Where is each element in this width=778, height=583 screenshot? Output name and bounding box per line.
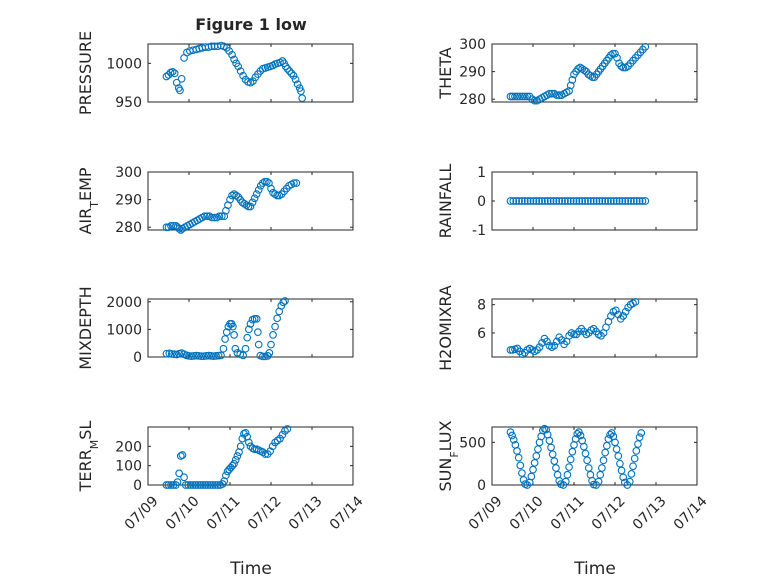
y-tick-label: 0 (133, 478, 142, 494)
subplot-terr-msl: 07/09 07/10 07/11 07/12 07/13 07/14 0 100 200 TER… (76, 421, 367, 534)
y-tick-label: 290 (459, 65, 486, 81)
x-tick-label: 07/11 (204, 493, 244, 533)
y-tick-label: 290 (115, 193, 142, 209)
y-tick-label: 1000 (106, 322, 142, 338)
y-tick-label: 1 (477, 165, 486, 181)
x-tick-label: 07/14 (671, 493, 711, 533)
y-tick-label: 500 (459, 435, 486, 451)
x-tick-label: 07/14 (327, 493, 367, 533)
figure-title: Figure 1 low (195, 15, 307, 34)
axes-frame (148, 172, 353, 230)
y-axis-label: SUNFLUX (436, 420, 461, 491)
subplot-theta: 280 290 300THETA (436, 37, 697, 108)
y-tick-label: 6 (477, 326, 486, 342)
y-tick-label: 300 (115, 165, 142, 181)
y-tick-label: 280 (459, 92, 486, 108)
subplot-h2omixra: 6 8 H2OMIXRA (436, 285, 697, 371)
x-tick-label: 07/09 (122, 493, 162, 533)
x-axis-title-right: Time (573, 559, 616, 579)
subplot-pressure: 950 1000 PRESSURE (76, 31, 353, 115)
x-tick-label: 07/13 (630, 493, 670, 533)
subplot-sun-flux: 07/09 07/10 07/11 07/12 07/13 07/14 0 500SUNFLU… (436, 420, 711, 533)
axes-frame (492, 299, 697, 357)
axes-frame (148, 299, 353, 357)
subplot-rainfall: -1 0 1 RAINFALL (436, 164, 697, 239)
x-tick-label: 07/11 (548, 493, 588, 533)
y-tick-label: -1 (472, 223, 486, 239)
subplot-mixdepth: 0 1000 2000 MIXDEPTH (76, 286, 353, 369)
y-axis-label: PRESSURE (76, 31, 95, 115)
x-tick-label: 07/12 (245, 493, 285, 533)
y-tick-label: 950 (115, 95, 142, 111)
y-tick-label: 8 (477, 298, 486, 314)
y-axis-label: H2OMIXRA (436, 285, 455, 371)
x-tick-label: 07/12 (589, 493, 629, 533)
x-axis-title-left: Time (229, 559, 272, 579)
y-tick-label: 100 (115, 459, 142, 475)
x-tick-label: 07/10 (163, 493, 203, 533)
subplot-air-temp: 280 290 300 AIRTEMP (76, 165, 353, 236)
y-axis-label: THETA (436, 47, 455, 99)
y-axis-label: RAINFALL (436, 164, 455, 239)
x-tick-label: 07/09 (466, 493, 506, 533)
y-tick-label: 280 (115, 220, 142, 236)
y-tick-label: 0 (477, 478, 486, 494)
y-axis-label: MIXDEPTH (76, 286, 95, 369)
y-tick-label: 300 (459, 37, 486, 53)
y-tick-label: 200 (115, 439, 142, 455)
y-tick-label: 2000 (106, 295, 142, 311)
y-axis-label: TERRMSL (76, 421, 101, 493)
x-tick-label: 07/10 (507, 493, 547, 533)
subplot-grid: 9501000PRESSURE 280290300THETA280290300AI… (76, 31, 711, 533)
y-tick-label: 1000 (106, 56, 142, 72)
x-tick-label: 07/13 (286, 493, 326, 533)
y-axis-label: AIRTEMP (76, 167, 101, 234)
y-tick-label: 0 (477, 194, 486, 210)
y-tick-label: 0 (133, 350, 142, 366)
